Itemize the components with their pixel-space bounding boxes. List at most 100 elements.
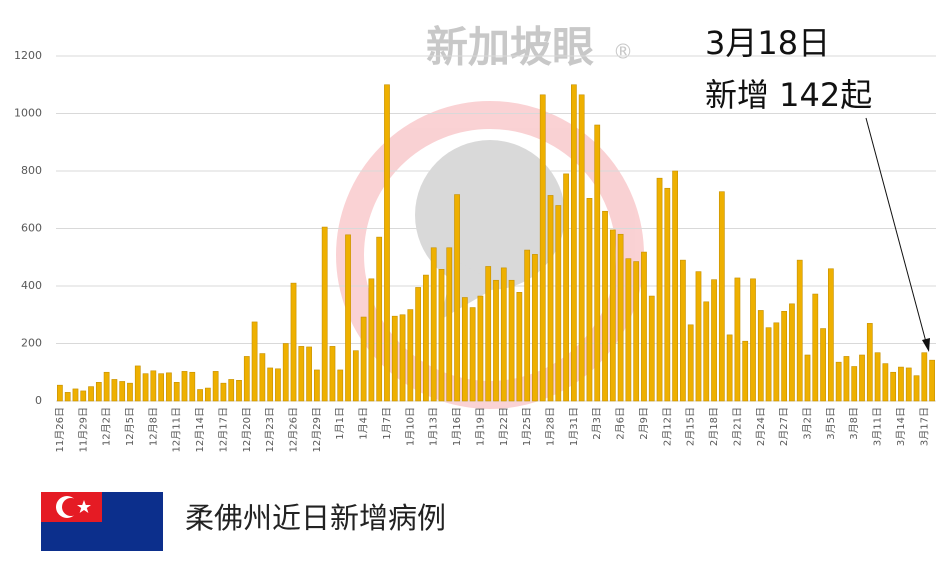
bar [290,282,297,402]
bar [929,359,935,402]
x-tick-label: 2月21日 [731,407,743,446]
bar [275,368,281,402]
bar [602,210,608,402]
bar [827,268,834,402]
x-tick-label: 3月5日 [825,407,837,440]
bar [345,234,351,402]
x-tick-label: 12月14日 [194,407,206,452]
bar [843,356,850,402]
bar [173,382,180,402]
bar [352,350,359,402]
bar [726,334,733,402]
x-tick-label: 1月28日 [545,407,557,446]
bar [913,375,920,402]
bar [882,363,889,402]
bar [469,307,476,402]
bar [680,259,686,402]
bar [142,373,149,402]
bar [321,226,328,402]
bar [423,274,429,402]
bar [796,259,803,402]
x-tick-label: 2月15日 [685,407,697,446]
bar [415,287,421,402]
bar [547,195,554,402]
x-tick-label: 12月17日 [217,407,229,452]
bar [306,346,312,402]
annotation: 3月18日 [705,24,830,62]
johor-flag [41,492,163,551]
bar [150,370,157,402]
bar [500,267,507,402]
y-tick-label: 0 [35,394,42,407]
x-tick-label: 1月16日 [451,407,463,446]
x-tick-label: 12月11日 [171,407,183,452]
bar [399,314,406,402]
bar [88,386,94,402]
bar [251,321,258,402]
x-tick-label: 2月9日 [638,407,650,440]
annotation: 新增 142起 [705,76,872,114]
bar [578,94,585,402]
bar [477,295,484,402]
bar [789,303,795,402]
bar [672,170,678,402]
bar [103,371,110,402]
bar [391,315,398,402]
bar [835,361,842,402]
bar [718,191,725,402]
bar [204,387,211,402]
x-tick-label: 3月14日 [895,407,907,446]
bar [181,371,188,402]
bar [189,371,196,402]
bar [111,379,118,402]
bar [212,371,219,402]
bar [656,177,663,402]
bar [446,247,453,402]
bar [851,366,858,402]
x-tick-label: 11月29日 [77,407,89,452]
x-tick-label: 11月26日 [54,407,66,452]
x-tick-label: 2月18日 [708,407,720,446]
bar [454,194,460,402]
watermark-mark: ® [613,40,633,64]
y-tick-label: 400 [21,279,42,292]
bar [804,354,811,402]
bar [586,198,593,402]
x-tick-label: 1月7日 [381,407,393,440]
watermark: 新加坡眼 [426,23,594,72]
bar [376,236,383,402]
bar [648,295,655,402]
bar [158,373,165,402]
bar [314,369,320,402]
bar [368,278,375,402]
bar [95,382,102,402]
bar [773,322,780,402]
x-tick-label: 2月24日 [755,407,767,446]
bar [134,365,141,402]
bar [532,254,538,402]
bar [703,301,710,402]
x-tick-label: 2月6日 [615,407,627,440]
bar [267,367,274,402]
bar [243,356,250,402]
x-tick-label: 1月13日 [428,407,440,446]
bar [57,384,63,402]
bar [360,316,367,402]
bar [695,271,702,402]
x-tick-label: 12月2日 [101,407,113,446]
x-tick-label: 1月4日 [358,407,370,440]
bar [765,327,772,402]
bar [687,324,694,402]
x-tick-label: 3月17日 [918,407,930,446]
bar [337,369,344,402]
bar [80,390,87,402]
bar [734,277,741,402]
bar [407,309,414,402]
bar [298,346,305,402]
bar [516,292,523,402]
x-tick-label: 1月25日 [521,407,533,446]
bar [742,340,749,402]
x-tick-label: 3月2日 [802,407,814,440]
bar [493,279,499,402]
bar [228,379,235,402]
